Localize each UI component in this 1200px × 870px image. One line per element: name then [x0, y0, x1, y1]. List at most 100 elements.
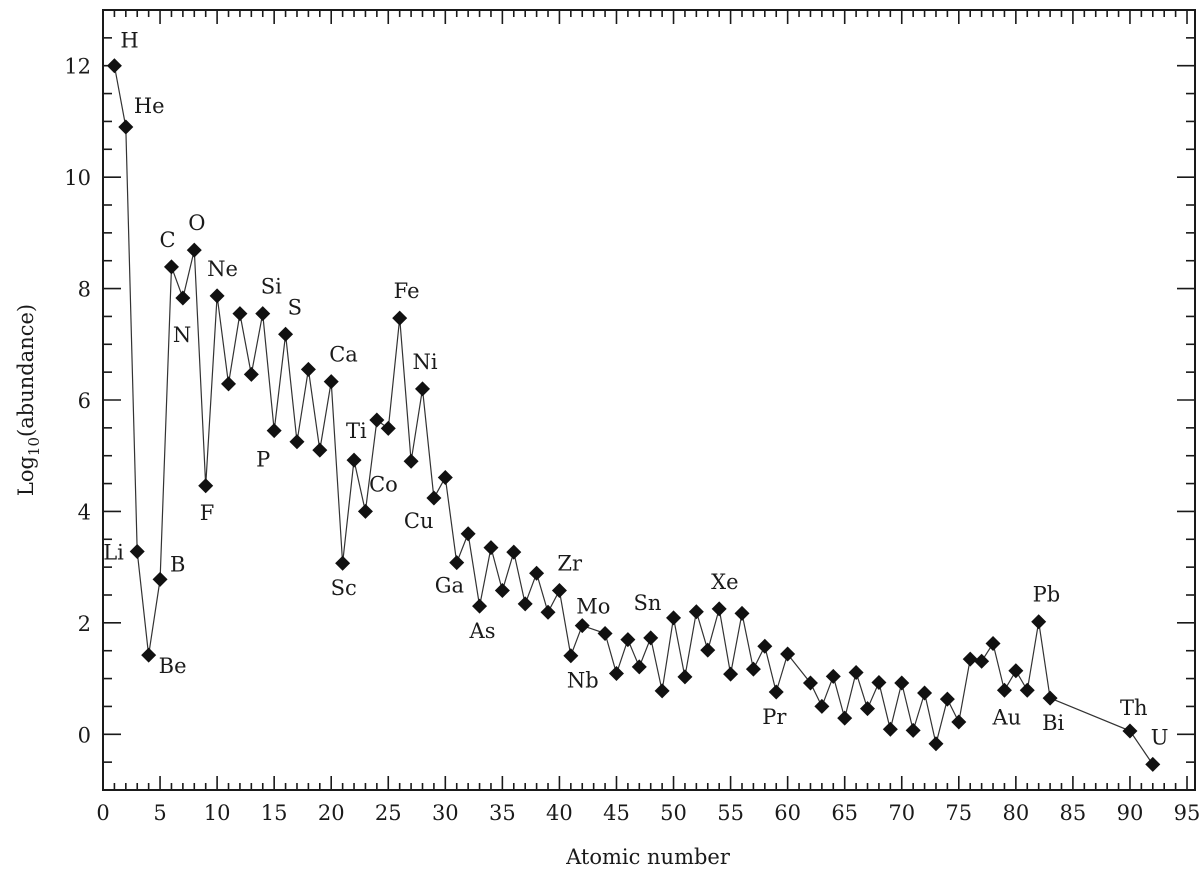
element-label-au: Au — [991, 705, 1021, 729]
data-point-u — [1145, 756, 1161, 772]
element-label-ga: Ga — [435, 574, 464, 598]
data-point-in — [654, 683, 670, 699]
element-label-as: As — [469, 619, 496, 643]
data-point-cr — [369, 412, 385, 428]
element-label-xe: Xe — [711, 570, 738, 594]
data-point-mg — [232, 306, 248, 322]
data-point-cd — [643, 630, 659, 646]
data-point-mn — [380, 420, 396, 436]
data-point-pr — [768, 684, 784, 700]
data-point-bi — [1042, 690, 1058, 706]
element-label-pb: Pb — [1033, 583, 1061, 607]
data-point-li — [129, 544, 145, 560]
data-point-re — [951, 714, 967, 730]
data-point-be — [141, 647, 157, 663]
data-point-zn — [437, 469, 453, 485]
data-point-se — [483, 540, 499, 556]
element-label-p: P — [256, 448, 270, 472]
axis-ticks — [102, 9, 1195, 791]
data-point-ho — [860, 701, 876, 717]
data-point-lu — [905, 722, 921, 738]
data-point-al — [243, 366, 259, 382]
plot-frame — [102, 9, 1196, 791]
data-point-cu — [426, 490, 442, 506]
data-point-sn — [666, 610, 682, 626]
element-label-si: Si — [261, 275, 282, 299]
data-point-i — [700, 642, 716, 658]
x-tick-label: 80 — [1002, 801, 1029, 825]
data-point-zr — [551, 583, 567, 599]
data-point-sb — [677, 669, 693, 685]
data-point-ag — [631, 659, 647, 675]
element-label-fe: Fe — [394, 279, 420, 303]
x-tick-label: 40 — [546, 801, 573, 825]
x-tick-labels: 0 5 10 15 20 25 30 35 40 45 50 55 60 65 70 75 80 85 90 95 — [96, 801, 1200, 825]
data-point-nb — [563, 648, 579, 664]
x-tick-label: 85 — [1060, 801, 1087, 825]
element-label-ti: Ti — [346, 419, 367, 443]
data-point-tb — [837, 710, 853, 726]
data-point-te — [688, 604, 704, 620]
y-tick-label: 8 — [78, 278, 91, 302]
x-tick-label: 50 — [660, 801, 687, 825]
data-point-k — [312, 442, 328, 458]
x-tick-label: 35 — [489, 801, 516, 825]
data-point-ti — [346, 452, 362, 468]
data-point-ga — [449, 555, 465, 571]
data-point-ne — [209, 288, 225, 304]
data-point-xe — [711, 601, 727, 617]
element-label-co: Co — [369, 472, 398, 496]
data-point-s — [278, 326, 294, 342]
data-point-cl — [289, 434, 305, 450]
data-point-ca — [323, 374, 339, 390]
data-point-fe — [392, 310, 408, 326]
x-tick-label: 25 — [375, 801, 402, 825]
data-point-pb — [1031, 614, 1047, 630]
element-label-ca: Ca — [329, 343, 358, 367]
element-label-be: Be — [159, 654, 187, 678]
data-point-nd — [780, 646, 796, 662]
x-tick-label: 30 — [432, 801, 459, 825]
data-point-co — [403, 453, 419, 469]
data-point-hg — [1008, 663, 1024, 679]
element-label-o: O — [188, 211, 205, 235]
data-point-er — [871, 674, 887, 690]
y-tick-labels: 0 2 4 6 8 10 12 — [64, 55, 91, 748]
data-point-os — [962, 651, 978, 667]
data-point-hf — [917, 685, 933, 701]
element-label-li: Li — [103, 541, 124, 565]
data-point-he — [118, 119, 134, 135]
element-label-u: U — [1151, 725, 1169, 749]
element-label-ne: Ne — [207, 257, 238, 281]
data-point-ge — [460, 526, 476, 542]
element-label-sn: Sn — [634, 591, 662, 615]
data-point-n — [175, 290, 191, 306]
x-tick-label: 0 — [96, 801, 109, 825]
element-label-th: Th — [1120, 696, 1148, 720]
y-tick-label: 10 — [64, 166, 91, 190]
data-point-mo — [574, 618, 590, 634]
element-label-sc: Sc — [331, 576, 357, 600]
data-point-th — [1122, 723, 1138, 739]
data-point-sc — [335, 555, 351, 571]
x-tick-label: 45 — [603, 801, 630, 825]
y-axis-title: Log10(abundance) — [14, 304, 43, 496]
x-tick-label: 60 — [774, 801, 801, 825]
data-point-v — [357, 503, 373, 519]
x-axis-title: Atomic number — [565, 845, 731, 869]
y-tick-label: 4 — [78, 500, 91, 524]
data-point-p — [266, 423, 282, 439]
data-point-h — [106, 58, 122, 74]
element-label-f: F — [200, 501, 215, 525]
data-point-as — [472, 598, 488, 614]
data-point-c — [163, 259, 179, 275]
element-label-c: C — [159, 228, 175, 252]
data-point-yb — [894, 675, 910, 691]
element-label-cu: Cu — [404, 509, 434, 533]
x-tick-label: 65 — [831, 801, 858, 825]
data-point-gd — [825, 668, 841, 684]
element-label-b: B — [170, 552, 185, 576]
